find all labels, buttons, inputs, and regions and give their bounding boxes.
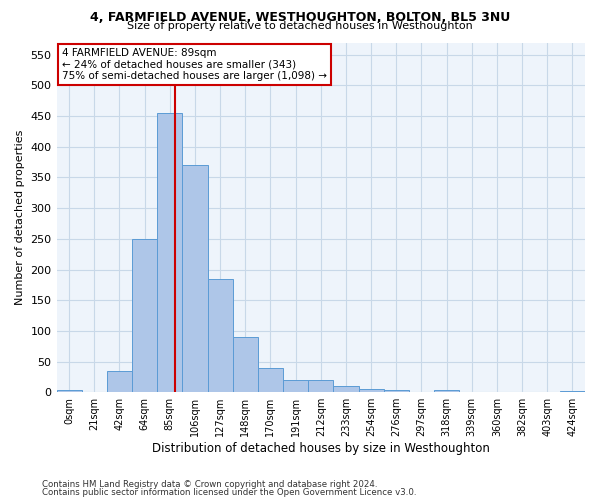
Bar (208, 278, 233, 392)
Text: Contains public sector information licensed under the Open Government Licence v3: Contains public sector information licen… (42, 488, 416, 497)
Bar (283, 380, 308, 392)
X-axis label: Distribution of detached houses by size in Westhoughton: Distribution of detached houses by size … (152, 442, 490, 455)
Bar (258, 368, 283, 392)
Bar (560, 391, 585, 392)
Bar (132, 239, 157, 392)
Bar (334, 386, 359, 392)
Bar (182, 165, 208, 392)
Bar (383, 390, 409, 392)
Bar (56, 390, 82, 392)
Bar (359, 389, 383, 392)
Bar (308, 380, 334, 392)
Text: 4, FARMFIELD AVENUE, WESTHOUGHTON, BOLTON, BL5 3NU: 4, FARMFIELD AVENUE, WESTHOUGHTON, BOLTO… (90, 11, 510, 24)
Text: Size of property relative to detached houses in Westhoughton: Size of property relative to detached ho… (127, 21, 473, 31)
Bar (233, 337, 258, 392)
Bar (107, 370, 132, 392)
Text: 4 FARMFIELD AVENUE: 89sqm
← 24% of detached houses are smaller (343)
75% of semi: 4 FARMFIELD AVENUE: 89sqm ← 24% of detac… (62, 48, 327, 81)
Bar (434, 390, 459, 392)
Y-axis label: Number of detached properties: Number of detached properties (15, 130, 25, 305)
Text: Contains HM Land Registry data © Crown copyright and database right 2024.: Contains HM Land Registry data © Crown c… (42, 480, 377, 489)
Bar (157, 113, 182, 392)
